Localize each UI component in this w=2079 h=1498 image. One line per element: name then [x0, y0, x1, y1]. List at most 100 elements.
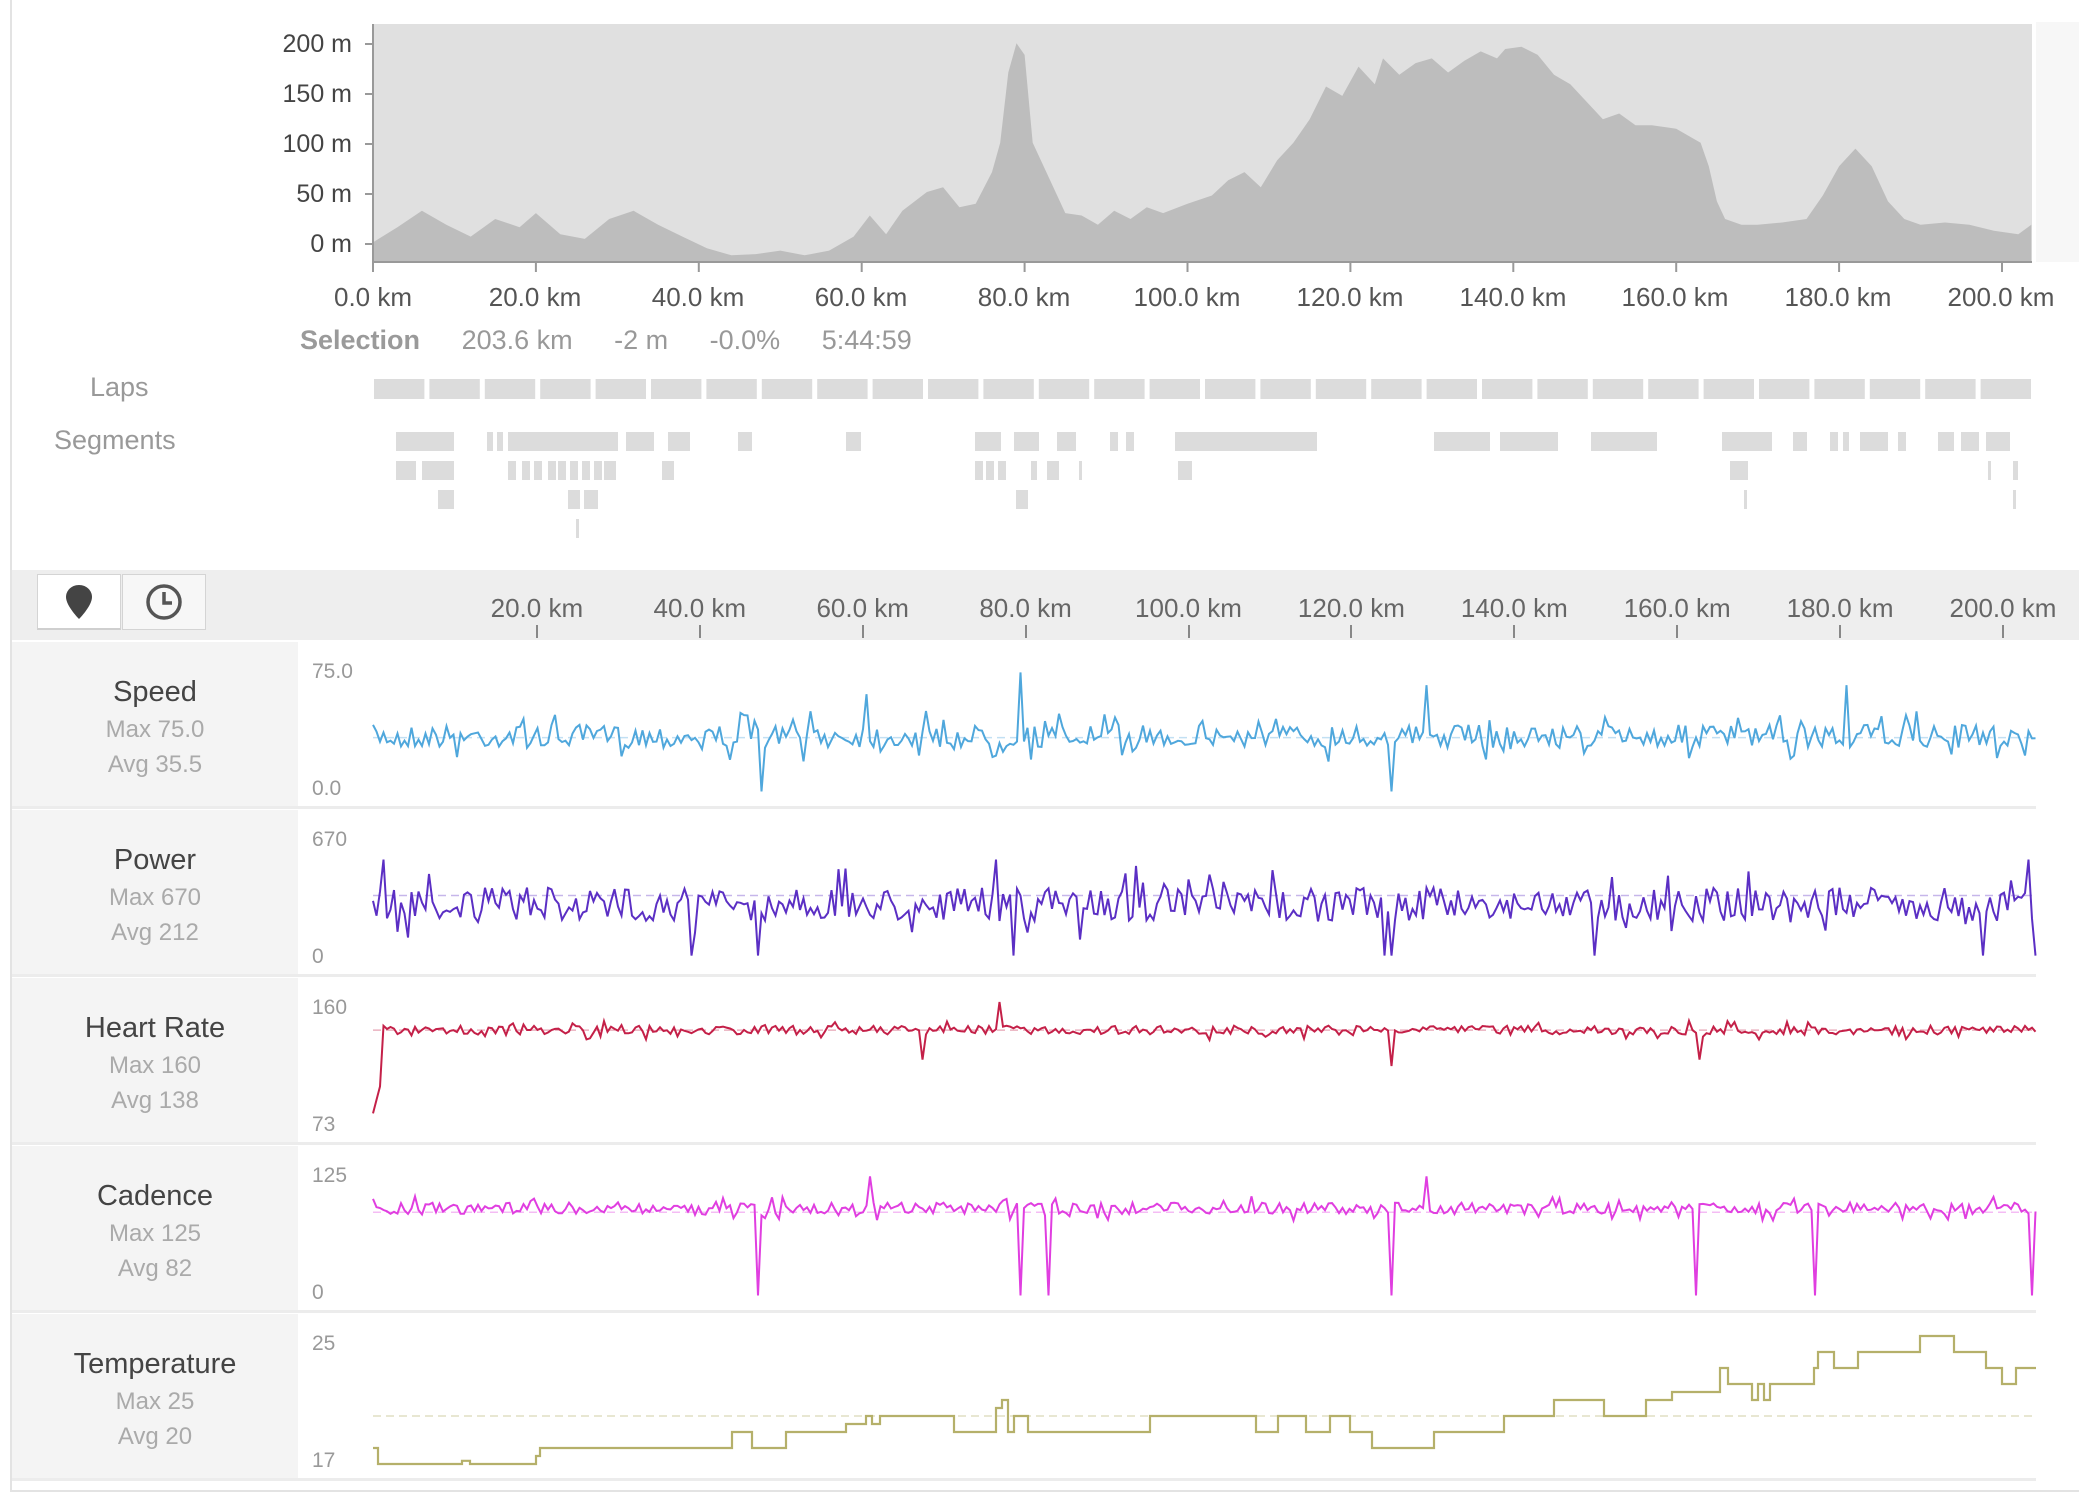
segment-bar[interactable] [986, 461, 994, 480]
segment-bar[interactable] [594, 461, 602, 480]
lap-bar[interactable] [928, 379, 979, 399]
lap-bar[interactable] [1592, 379, 1644, 399]
lap-bar[interactable] [706, 379, 757, 399]
segment-bar[interactable] [1434, 432, 1490, 451]
lap-bar[interactable] [1038, 379, 1090, 399]
segment-bar[interactable] [422, 461, 454, 480]
segment-bar[interactable] [1898, 432, 1906, 451]
segment-bar[interactable] [522, 461, 530, 480]
metric-scale-top: 670 [312, 828, 348, 851]
lap-bar[interactable] [1426, 379, 1477, 399]
selection-elevation-change: -2 m [614, 325, 669, 355]
segment-bar[interactable] [738, 432, 752, 451]
metric-label-temperature: Temperature Max 25 Avg 20 [12, 1314, 298, 1478]
segment-bar[interactable] [1178, 461, 1192, 480]
segment-bar[interactable] [438, 490, 454, 509]
segment-bar[interactable] [1047, 461, 1059, 480]
segment-bar[interactable] [1793, 432, 1807, 451]
segment-bar[interactable] [534, 461, 542, 480]
segment-bar[interactable] [487, 432, 493, 451]
segment-bar[interactable] [570, 461, 578, 480]
lap-bar[interactable] [1980, 379, 2031, 399]
segment-bar[interactable] [1830, 432, 1838, 451]
selection-summary: Selection 203.6 km -2 m -0.0% 5:44:59 [300, 325, 946, 356]
segment-bar[interactable] [508, 461, 516, 480]
lap-bar[interactable] [1149, 379, 1200, 399]
lap-bar[interactable] [429, 379, 480, 399]
lap-bar[interactable] [1759, 379, 1810, 399]
segment-bar[interactable] [396, 461, 416, 480]
segment-bar[interactable] [975, 432, 1001, 451]
segment-bar[interactable] [1744, 490, 1747, 509]
lap-bar[interactable] [1814, 379, 1865, 399]
elevation-profile-area [373, 43, 2032, 263]
segment-bar[interactable] [548, 461, 556, 480]
segment-bar[interactable] [1267, 432, 1317, 451]
segment-bar[interactable] [1591, 432, 1657, 451]
lap-bar[interactable] [1869, 379, 1921, 399]
segment-bar[interactable] [1988, 461, 1991, 480]
lap-bar[interactable] [1094, 379, 1145, 399]
elevation-y-label: 0 m [310, 230, 352, 258]
lap-bar[interactable] [1260, 379, 1311, 399]
panel-border-bottom [10, 1490, 2079, 1492]
lap-bar[interactable] [1537, 379, 1588, 399]
lap-bar[interactable] [1703, 379, 1754, 399]
lap-bar[interactable] [1925, 379, 1976, 399]
segment-bar[interactable] [626, 432, 654, 451]
segment-bar[interactable] [576, 519, 579, 538]
segment-bar[interactable] [497, 432, 503, 451]
lap-bar[interactable] [1315, 379, 1367, 399]
segment-bar[interactable] [2013, 461, 2018, 480]
segment-bar[interactable] [558, 461, 566, 480]
lap-bar[interactable] [983, 379, 1034, 399]
lap-bar[interactable] [817, 379, 868, 399]
segment-bar[interactable] [1986, 432, 2010, 451]
lap-bar[interactable] [1482, 379, 1533, 399]
elevation-chart-canvas[interactable] [0, 0, 2079, 320]
segment-bar[interactable] [1016, 490, 1028, 509]
elevation-x-label: 100.0 km [1133, 282, 1241, 312]
metric-max: Max 75.0 [105, 716, 205, 743]
segment-bar[interactable] [1843, 432, 1849, 451]
lap-bar[interactable] [1205, 379, 1256, 399]
segment-bar[interactable] [568, 490, 580, 509]
segment-bar[interactable] [1730, 461, 1748, 480]
lap-bar[interactable] [1371, 379, 1422, 399]
lap-bar[interactable] [761, 379, 813, 399]
laps-segments-tracks[interactable] [0, 370, 2079, 540]
segment-bar[interactable] [998, 461, 1006, 480]
segment-bar[interactable] [1722, 432, 1772, 451]
lap-bar[interactable] [595, 379, 646, 399]
segment-bar[interactable] [1961, 432, 1979, 451]
lap-bar[interactable] [1648, 379, 1699, 399]
segment-bar[interactable] [582, 461, 590, 480]
segment-bar[interactable] [1014, 432, 1039, 451]
segment-bar[interactable] [508, 432, 618, 451]
segment-bar[interactable] [975, 461, 983, 480]
segment-bar[interactable] [1938, 432, 1954, 451]
lap-bar[interactable] [872, 379, 923, 399]
segment-bar[interactable] [1031, 461, 1037, 480]
time-view-button[interactable] [122, 574, 206, 630]
segment-bar[interactable] [1500, 432, 1558, 451]
lap-bar[interactable] [540, 379, 591, 399]
segment-bar[interactable] [2013, 490, 2016, 509]
metric-scale-bottom: 0.0 [312, 777, 342, 800]
segment-bar[interactable] [1057, 432, 1076, 451]
segment-bar[interactable] [1126, 432, 1134, 451]
segment-bar[interactable] [584, 490, 598, 509]
segment-bar[interactable] [1860, 432, 1888, 451]
segment-bar[interactable] [396, 432, 454, 451]
lap-bar[interactable] [651, 379, 702, 399]
map-view-button[interactable] [37, 574, 121, 630]
segment-bar[interactable] [604, 461, 616, 480]
lap-bar[interactable] [484, 379, 536, 399]
segment-bar[interactable] [1110, 432, 1118, 451]
segment-bar[interactable] [846, 432, 861, 451]
segment-bar[interactable] [1079, 461, 1082, 480]
segment-bar[interactable] [1175, 432, 1297, 451]
segment-bar[interactable] [662, 461, 674, 480]
segment-bar[interactable] [668, 432, 690, 451]
lap-bar[interactable] [374, 379, 425, 399]
